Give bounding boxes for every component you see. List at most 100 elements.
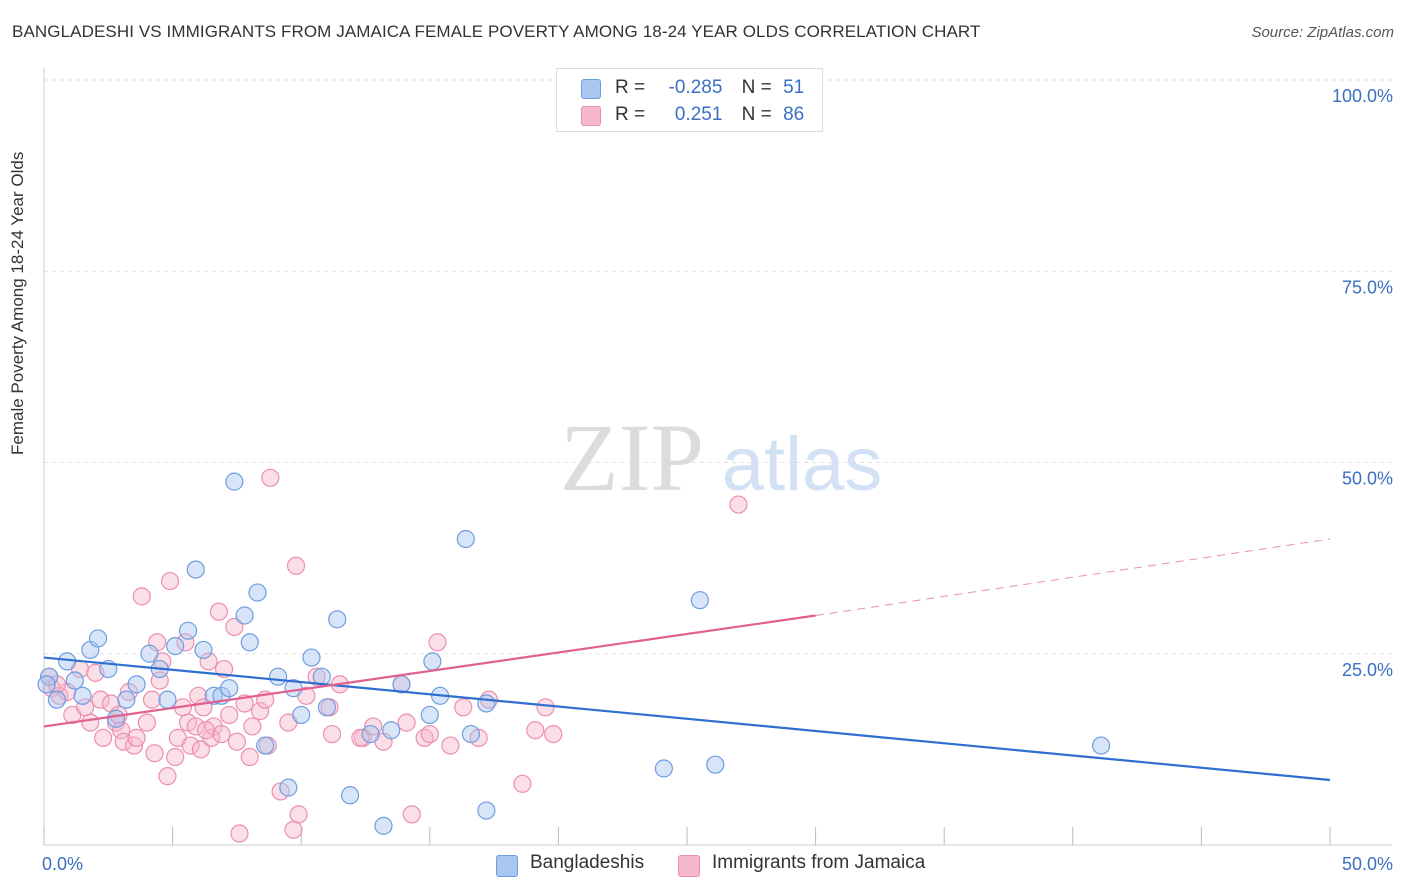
data-point-bangladeshi <box>654 759 673 778</box>
legend-r-value: 0.251 <box>674 104 723 125</box>
data-point-jamaica <box>397 713 416 732</box>
chart-title: BANGLADESHI VS IMMIGRANTS FROM JAMAICA F… <box>12 22 981 41</box>
legend-r-value: -0.285 <box>668 77 723 98</box>
data-point-jamaica <box>536 698 555 717</box>
y-tick-label: 75.0% <box>1342 277 1393 297</box>
data-point-jamaica <box>132 587 151 606</box>
legend-swatch-blue <box>581 79 601 99</box>
data-point-bangladeshi <box>477 694 496 713</box>
legend-n-value: 86 <box>783 104 805 125</box>
data-point-bangladeshi <box>268 667 288 686</box>
axes <box>43 68 1392 846</box>
data-point-bangladeshi <box>225 472 244 491</box>
bottom-legend-label: Bangladeshis <box>530 852 645 873</box>
bottom-swatch-pink <box>678 855 700 877</box>
data-point-jamaica <box>261 468 280 487</box>
data-point-jamaica <box>513 774 532 793</box>
data-point-bangladeshi <box>456 529 475 549</box>
x-tick-label: 50.0% <box>1342 854 1393 874</box>
data-point-jamaica <box>142 690 162 709</box>
data-point-bangladeshi <box>477 801 496 820</box>
data-point-jamaica <box>199 652 218 671</box>
data-point-jamaica <box>94 728 113 748</box>
data-point-jamaica <box>81 713 100 732</box>
legend: R = -0.285 N = 51 R = 0.251 N = 86 <box>556 68 823 132</box>
data-point-jamaica <box>250 702 270 721</box>
data-point-bangladeshi <box>328 610 347 629</box>
data-point-bangladeshi <box>374 816 393 835</box>
data-point-jamaica <box>112 721 131 740</box>
data-point-bangladeshi <box>706 755 725 774</box>
data-point-jamaica <box>47 675 66 694</box>
data-point-jamaica <box>243 717 262 736</box>
data-point-jamaica <box>230 824 249 843</box>
data-point-bangladeshi <box>340 786 360 805</box>
data-point-bangladeshi <box>117 690 136 709</box>
legend-r-label: R = <box>615 77 646 98</box>
data-point-bangladeshi <box>240 633 259 652</box>
grid-lines <box>44 79 1392 655</box>
data-point-bangladeshi <box>140 644 159 663</box>
data-point-jamaica <box>526 721 545 740</box>
data-point-bangladeshi <box>690 591 709 610</box>
watermark-atlas: atlas <box>722 422 883 507</box>
data-point-jamaica <box>196 721 216 740</box>
data-point-bangladeshi <box>382 721 401 740</box>
data-point-bangladeshi <box>423 652 442 671</box>
data-point-jamaica <box>428 633 447 652</box>
data-point-jamaica <box>289 805 308 824</box>
data-point-jamaica <box>351 728 370 748</box>
data-point-jamaica <box>729 495 748 514</box>
legend-n-value: 51 <box>783 77 805 98</box>
data-point-jamaica <box>240 747 259 767</box>
data-point-bangladeshi <box>166 636 185 656</box>
data-point-bangladeshi <box>73 686 92 705</box>
y-axis-label: Female Poverty Among 18-24 Year Olds <box>8 151 27 455</box>
data-point-bangladeshi <box>204 686 223 705</box>
x-tick-label: 0.0% <box>42 854 83 874</box>
data-point-jamaica <box>166 747 185 767</box>
data-point-bangladeshi <box>256 736 275 755</box>
data-point-bangladeshi <box>461 724 481 744</box>
data-point-bangladeshi <box>361 724 380 744</box>
data-point-bangladeshi <box>37 675 56 694</box>
y-tick-label: 50.0% <box>1342 469 1393 489</box>
data-point-bangladeshi <box>65 671 84 690</box>
data-point-jamaica <box>191 740 210 759</box>
data-point-bangladeshi <box>302 648 321 667</box>
data-point-jamaica <box>454 698 473 717</box>
data-point-bangladeshi <box>220 679 239 698</box>
bottom-legend-label: Immigrants from Jamaica <box>712 852 926 873</box>
data-point-jamaica <box>186 717 205 736</box>
data-point-bangladeshi <box>248 583 267 602</box>
data-point-bangladeshi <box>420 705 439 725</box>
bottom-swatch-blue <box>496 855 518 877</box>
legend-n-label: N = <box>741 77 772 98</box>
data-point-jamaica <box>307 667 326 686</box>
data-point-bangladeshi <box>1091 736 1111 755</box>
data-point-bangladeshi <box>186 560 205 579</box>
trend-line-bangladeshi <box>43 656 1331 782</box>
data-point-jamaica <box>158 767 177 786</box>
data-point-bangladeshi <box>88 629 108 648</box>
data-point-jamaica <box>145 744 164 763</box>
watermark-zip: ZIP <box>560 404 704 511</box>
trend-line-jamaica-extrapolated <box>815 538 1331 616</box>
data-point-bangladeshi <box>317 698 337 717</box>
data-point-bangladeshi <box>284 679 303 698</box>
data-point-jamaica <box>160 571 180 591</box>
data-point-bangladeshi <box>106 709 126 728</box>
source-label: Source: ZipAtlas.com <box>1251 24 1394 41</box>
data-point-bangladeshi <box>178 621 198 640</box>
data-point-jamaica <box>220 705 239 725</box>
data-point-jamaica <box>209 602 228 621</box>
data-point-bangladeshi <box>312 667 331 686</box>
data-point-jamaica <box>441 736 460 755</box>
data-point-bangladeshi <box>158 690 177 709</box>
data-point-jamaica <box>544 724 563 744</box>
data-point-jamaica <box>286 556 306 575</box>
trend-lines <box>43 538 1331 782</box>
data-point-jamaica <box>402 805 421 824</box>
data-point-jamaica <box>91 690 110 709</box>
